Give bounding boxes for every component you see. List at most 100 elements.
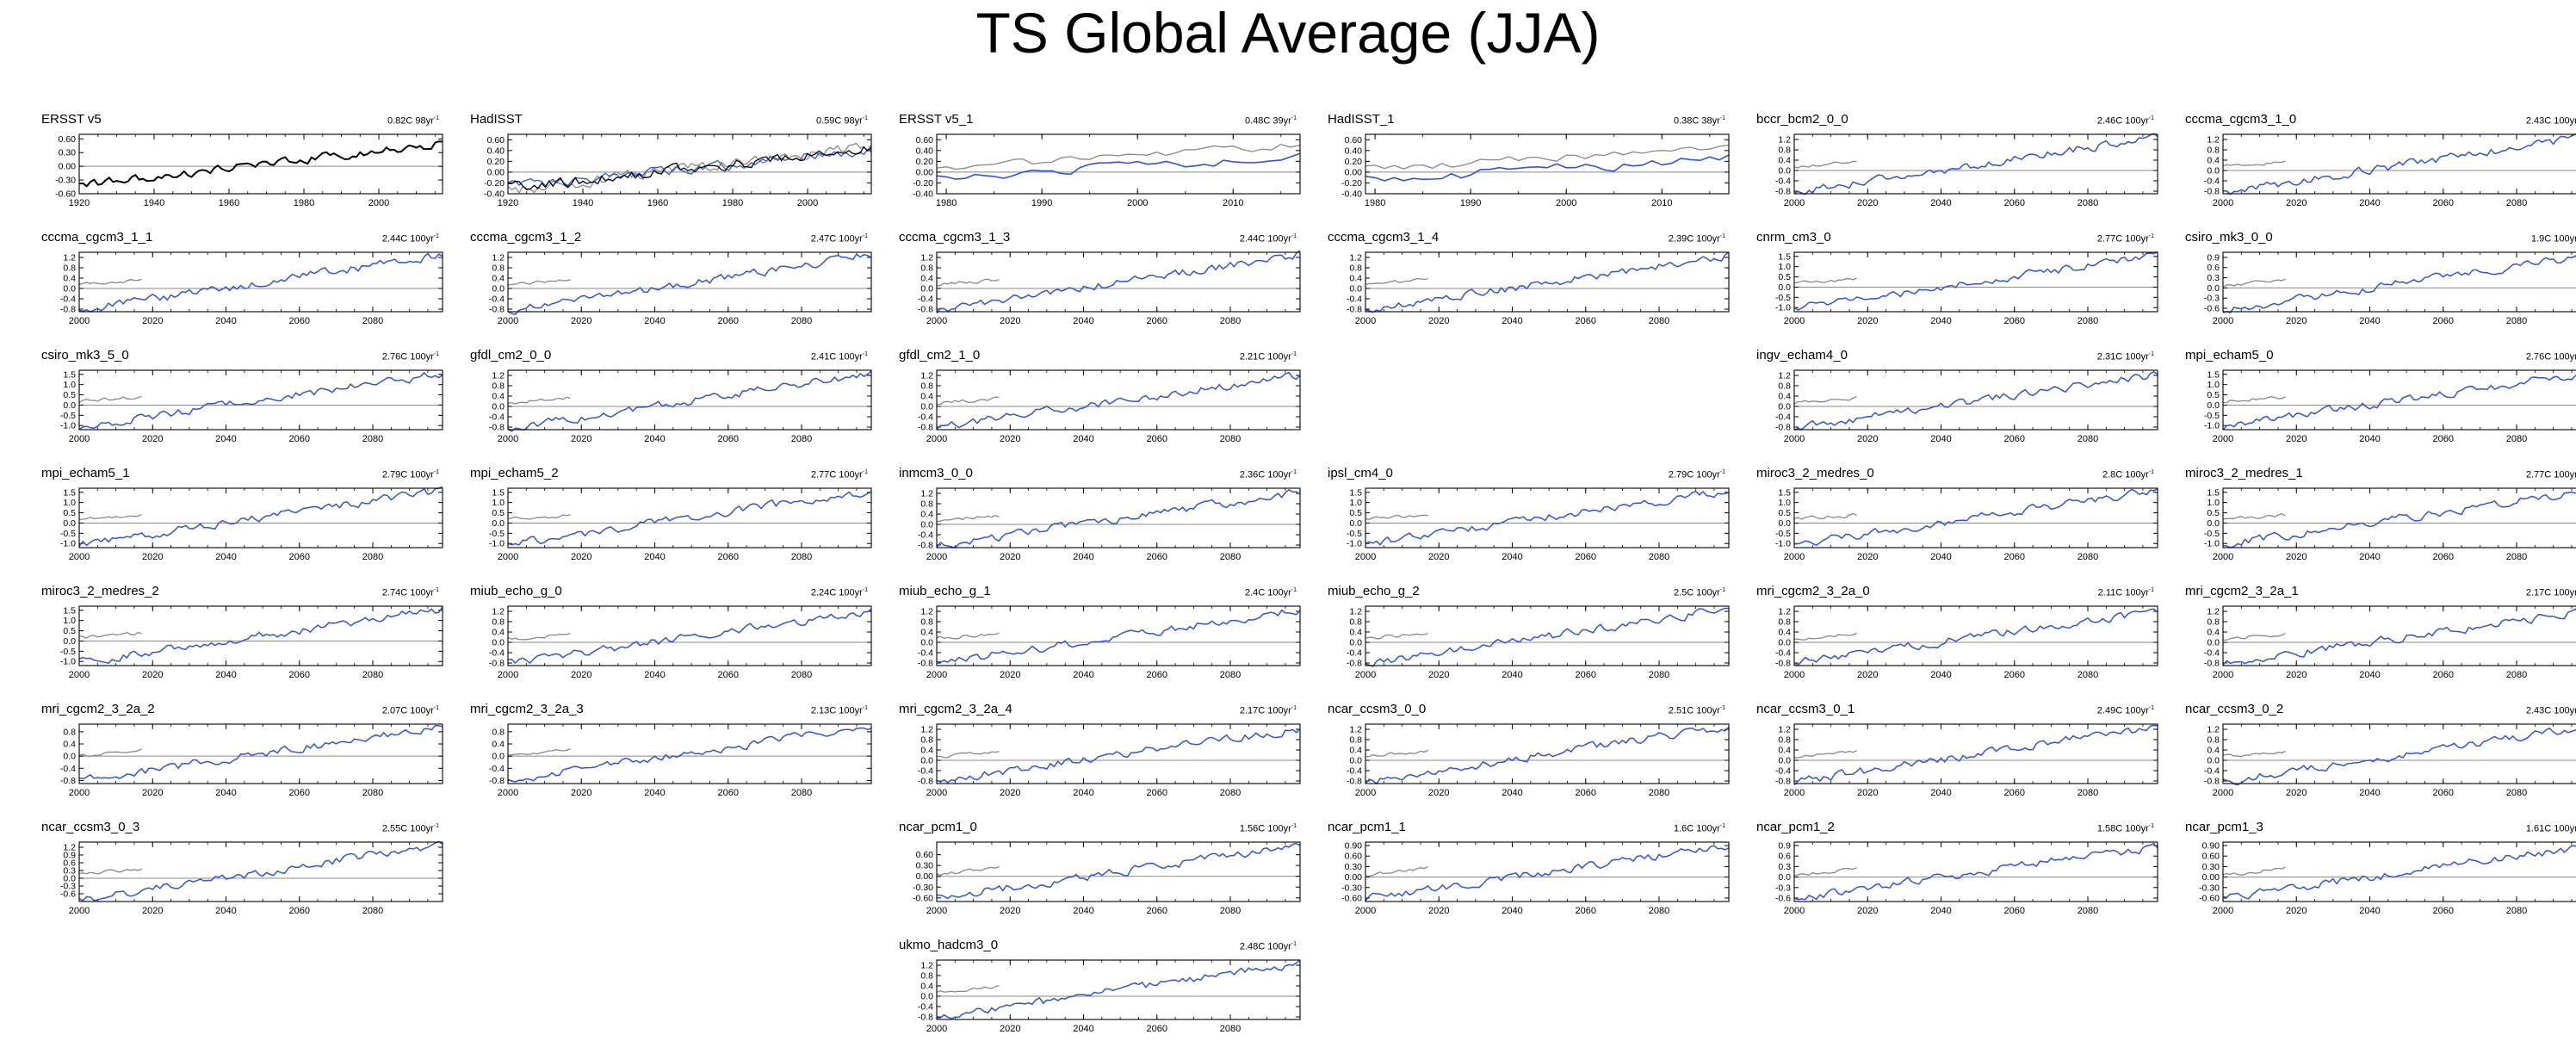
trend-unit: -1	[2148, 233, 2154, 239]
y-tick-label: 1.5	[63, 369, 76, 380]
x-tick-label: 2020	[2286, 552, 2307, 562]
trend-value: 1.56C 100yr	[1239, 823, 1291, 834]
reference-line	[936, 750, 1000, 759]
chart-svg: 2000 2020 2040 2060 2080 1.51.00.50.0-0.5-1.0	[60, 369, 443, 444]
y-tick-label: 1.0	[2207, 498, 2220, 508]
x-tick-label: 2060	[2433, 788, 2454, 798]
x-tick-label: 2020	[571, 552, 591, 562]
x-tick-label: 2020	[1857, 434, 1878, 444]
series-line	[507, 370, 872, 432]
chart-svg: 2000 2020 2040 2060 2080 1.20.80.40.0-0.4-0.8	[1775, 605, 2158, 680]
x-tick-label: 2080	[1649, 552, 1669, 562]
chart-panel: cccma_cgcm3_1_0 2.43C 100yr-1 2000 2020 2040…	[2183, 112, 2576, 215]
x-tick-label: 2080	[1220, 788, 1241, 798]
series-line	[78, 252, 443, 313]
panel-title: ncar_ccsm3_0_0	[1328, 702, 1427, 716]
x-tick-label: 2060	[289, 552, 310, 562]
series-line	[937, 959, 1301, 1019]
reference-line	[2222, 160, 2286, 167]
plot-frame	[2222, 369, 2576, 431]
x-tick-label: 2020	[1857, 670, 1878, 680]
series-line	[2222, 728, 2576, 786]
y-tick-label: 1.5	[492, 487, 505, 498]
trend-label: 2.24C 100yr-1	[811, 585, 868, 599]
x-tick-label: 2000	[1784, 788, 1805, 798]
x-tick-label: 1940	[144, 198, 164, 208]
trend-label: 2.46C 100yr-1	[2097, 113, 2154, 127]
x-tick-label: 2060	[2433, 906, 2454, 916]
x-tick-label: 2080	[1220, 1024, 1241, 1034]
y-tick-label: -0.4	[489, 412, 505, 423]
y-tick-label: 0.8	[1349, 263, 1362, 274]
x-tick-label: 2080	[2078, 316, 2098, 326]
series-line	[1365, 251, 1730, 313]
panel-title: miub_echo_g_0	[470, 584, 562, 598]
trend-unit: -1	[1719, 115, 1725, 121]
panel-title: ncar_pcm1_1	[1328, 820, 1406, 834]
x-tick-label: 2080	[2078, 434, 2098, 444]
trend-unit: -1	[433, 233, 439, 239]
page-title: TS Global Average (JJA)	[975, 1, 1601, 65]
trend-label: 2.79C 100yr-1	[382, 467, 439, 481]
x-tick-label: 2060	[1147, 1024, 1167, 1034]
reference-line	[1793, 632, 1857, 641]
series-line	[936, 250, 1301, 314]
reference-line	[936, 515, 1000, 523]
chart-panel: ncar_pcm1_2 1.58C 100yr-1 2000 2020 2040 2060…	[1755, 820, 2161, 923]
x-tick-label: 2020	[2286, 198, 2307, 208]
plot-frame	[1793, 723, 2158, 784]
series-line	[936, 489, 1301, 549]
chart-panel: miroc3_2_medres_12.77C 100yr-12000202020…	[2183, 466, 2576, 569]
y-tick-label: 0.8	[920, 263, 933, 274]
trend-unit: -1	[1291, 351, 1297, 357]
plot-frame	[507, 487, 872, 548]
y-tick-label: 0.30	[916, 861, 934, 871]
reference-line	[936, 143, 1301, 170]
plot-frame	[1793, 605, 2158, 666]
chart-panel: mri_cgcm2_3_2a_2 2.07C 100yr-1 2000 2020 204…	[40, 702, 446, 805]
plot-frame	[1365, 841, 1730, 902]
y-tick-label: 0.8	[492, 381, 505, 392]
y-tick-label: 0.6	[1778, 852, 1791, 862]
y-tick-label: 0.4	[1349, 628, 1362, 638]
panel-title: gfdl_cm2_1_0	[899, 348, 981, 362]
trend-value: 0.38C 38yr	[1673, 115, 1720, 127]
series-line	[1365, 490, 1730, 546]
y-tick-label: 0.0	[1349, 284, 1362, 294]
y-tick-label: 0.8	[2207, 617, 2220, 628]
x-tick-label: 2040	[1502, 316, 1522, 326]
series-line	[78, 486, 443, 547]
x-tick-label: 2000	[1784, 906, 1805, 916]
y-tick-label: 0.4	[492, 392, 505, 402]
y-tick-label: -0.8	[489, 776, 505, 786]
y-tick-label: 1.5	[63, 605, 76, 616]
trend-value: 2.49C 100yr	[2096, 705, 2149, 716]
x-tick-label: 2040	[215, 788, 236, 798]
x-tick-label: 1980	[936, 198, 957, 208]
x-tick-label: 2080	[2506, 906, 2527, 916]
y-tick-label: -0.5	[60, 529, 76, 539]
y-tick-label: 1.2	[63, 253, 76, 263]
y-tick-label: -0.30	[913, 883, 933, 893]
reference-line	[937, 396, 1000, 406]
y-tick-label: -0.5	[1347, 529, 1362, 539]
y-tick-label: -0.4	[918, 412, 933, 423]
trend-unit: -1	[1719, 705, 1725, 711]
reference-line	[1793, 750, 1857, 759]
y-tick-label: -0.8	[918, 423, 933, 433]
y-tick-label: -0.4	[918, 766, 933, 777]
x-tick-label: 2040	[644, 670, 665, 680]
trend-value: 2.17C 100yr	[1239, 705, 1291, 716]
observation-line	[507, 146, 872, 191]
x-tick-label: 2080	[791, 788, 812, 798]
trend-value: 2.55C 100yr	[381, 823, 434, 834]
y-tick-label: -0.8	[918, 305, 933, 315]
y-tick-label: -1.0	[489, 539, 505, 549]
y-tick-label: -0.8	[489, 423, 505, 433]
y-tick-label: 1.2	[1349, 253, 1362, 263]
trend-value: 2.31C 100yr	[2096, 351, 2149, 362]
series-line	[78, 606, 443, 665]
chart-svg: 2000 2020 2040 2060 2080 1.51.00.50.0-0.5-1.0	[60, 486, 443, 562]
y-tick-label: 1.2	[1778, 725, 1791, 735]
y-tick-label: 0.8	[1778, 617, 1791, 628]
